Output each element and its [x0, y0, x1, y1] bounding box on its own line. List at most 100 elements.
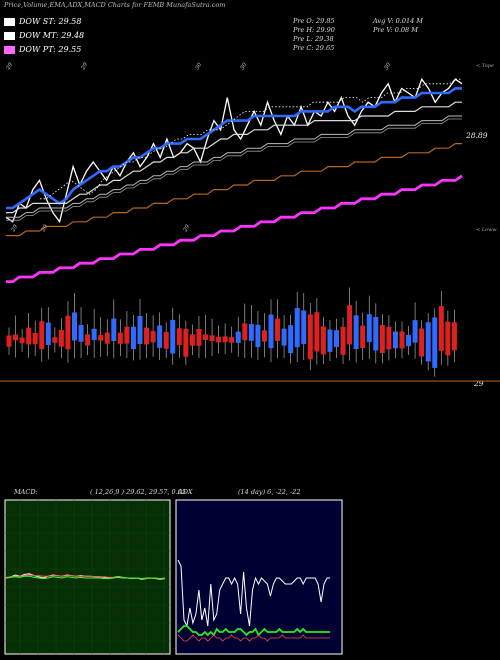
- legend-swatch-mt: [4, 31, 15, 40]
- volume-bar-54: [360, 325, 366, 349]
- volume-bar-48: [320, 326, 326, 355]
- volume-bar-9: [65, 315, 71, 350]
- price-series-3-shadow: [6, 118, 462, 221]
- volume-bar-35: [235, 331, 241, 343]
- macd-panel: [4, 499, 171, 655]
- price-series-0: [5, 77, 463, 224]
- date-label-4: 30: [384, 62, 393, 71]
- volume-bar-10: [72, 312, 77, 341]
- volume-bar-36: [242, 323, 248, 341]
- legend-dow-st: DOW ST: 29.58: [4, 17, 81, 26]
- volume-bar-5: [39, 321, 45, 350]
- volume-bar-47: [314, 312, 320, 352]
- volume-bar-38: [255, 324, 261, 348]
- stat-prev-volume: Pre V: 0.08 M: [373, 26, 418, 34]
- volume-bar-2: [19, 337, 25, 344]
- price-series-4: [6, 143, 462, 237]
- volume-bar-21: [144, 327, 150, 345]
- volume-bar-42: [281, 328, 287, 346]
- legend-label-pt: DOW PT: 29.55: [19, 45, 82, 54]
- date-label-5: 29: [10, 224, 19, 234]
- volume-bar-4: [32, 333, 38, 345]
- price-dotted-line: [40, 78, 462, 200]
- chart-title: Price,Volume,EMA,ADX,MACD Charts for FEM…: [4, 1, 226, 9]
- volume-bar-52: [347, 305, 353, 345]
- volume-bar-30: [203, 334, 208, 341]
- volume-bar-14: [98, 335, 104, 341]
- volume-bar-61: [406, 334, 412, 347]
- volume-bar-44: [294, 307, 300, 348]
- legend-swatch-pt: [4, 45, 15, 54]
- stat-avg-volume: Avg V: 0.014 M: [373, 17, 423, 25]
- legend-dow-mt: DOW MT: 29.48: [4, 31, 84, 40]
- stat-prev-high: Pre H: 29.90: [293, 26, 335, 34]
- volume-bar-25: [170, 319, 176, 354]
- macd-series-2: [5, 575, 166, 580]
- price-series-3: [6, 115, 462, 218]
- volume-bar-32: [216, 336, 222, 343]
- volume-bar-18: [124, 326, 130, 344]
- volume-bar-28: [189, 334, 195, 346]
- volume-bar-39: [261, 330, 267, 342]
- legend-label-mt: DOW MT: 29.48: [19, 31, 85, 40]
- price-series-1: [6, 87, 462, 210]
- volume-bar-53: [353, 315, 359, 349]
- volume-bar-45: [301, 310, 307, 345]
- price-label-lower: 29: [474, 379, 484, 388]
- volume-bar-68: [451, 322, 457, 351]
- volume-bar-62: [412, 320, 418, 343]
- volume-bar-63: [419, 328, 425, 357]
- volume-bar-51: [340, 326, 346, 355]
- volume-bar-17: [117, 332, 123, 344]
- price-series-5: [6, 174, 463, 283]
- volume-bar-22: [150, 331, 156, 343]
- volume-bar-6: [45, 322, 51, 346]
- volume-bar-24: [163, 331, 169, 349]
- volume-bar-66: [438, 306, 444, 351]
- adx-series-0: [177, 559, 330, 628]
- adx-series-2: [177, 634, 330, 642]
- volume-bar-20: [137, 316, 143, 345]
- volume-bar-19: [130, 326, 136, 350]
- volume-bar-7: [52, 337, 58, 343]
- price-label-upper: 28.89: [466, 131, 488, 140]
- date-label-2: 30: [195, 62, 204, 71]
- price-series-2: [6, 101, 462, 214]
- volume-bar-58: [386, 326, 392, 350]
- volume-bar-8: [58, 329, 64, 347]
- volume-bar-26: [176, 328, 182, 346]
- volume-bar-13: [91, 328, 97, 341]
- adx-series-1: [177, 625, 330, 637]
- volume-bar-29: [196, 329, 202, 346]
- date-label-1: 29: [80, 62, 89, 72]
- adx-label: ADX: [178, 488, 193, 496]
- stat-prev-low: Pre L: 29.38: [293, 35, 334, 43]
- top-marker: < Tope: [476, 63, 494, 69]
- volume-bar-23: [157, 325, 163, 348]
- stat-prev-open: Pre O: 29.85: [293, 17, 335, 25]
- volume-bar-55: [366, 314, 372, 343]
- volume-bar-11: [78, 325, 84, 342]
- volume-bar-60: [399, 331, 405, 349]
- volume-bar-16: [111, 318, 117, 341]
- volume-bar-40: [268, 314, 274, 349]
- date-label-7: 29: [182, 224, 191, 234]
- stat-prev-close: Pre C: 29.65: [293, 44, 335, 52]
- date-label-6: 29: [40, 224, 49, 234]
- macd-params: ( 12,26,9 ) 29.62, 29.57, 0.05: [90, 488, 187, 496]
- macd-label: MACD:: [14, 488, 38, 496]
- volume-bar-33: [222, 336, 228, 342]
- volume-bar-41: [275, 318, 281, 341]
- volume-bar-15: [104, 332, 110, 344]
- volume-bar-31: [209, 335, 215, 341]
- volume-bar-50: [334, 330, 339, 348]
- adx-panel: [175, 499, 343, 655]
- volume-bar-57: [379, 325, 385, 354]
- date-label-0: 29: [5, 62, 14, 72]
- volume-bar-56: [373, 316, 379, 351]
- volume-bar-34: [229, 337, 235, 343]
- volume-bar-1: [13, 334, 19, 341]
- date-label-3: 30: [240, 62, 249, 71]
- volume-bar-0: [6, 335, 12, 347]
